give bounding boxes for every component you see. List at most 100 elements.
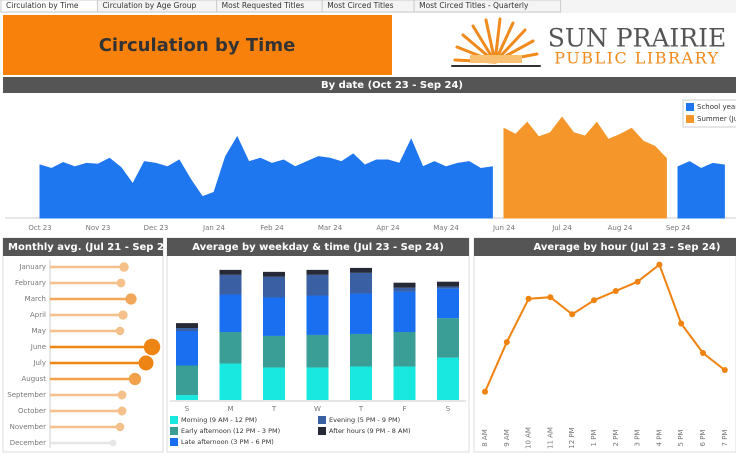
point: [656, 261, 663, 268]
line: [484, 262, 726, 393]
dot: [115, 422, 125, 432]
dot: [116, 278, 126, 288]
point: [569, 311, 576, 318]
bar-segment: [350, 293, 372, 334]
x-tick-label: 3 PM: [634, 430, 642, 447]
bar-segment: [393, 366, 416, 400]
x-tick-label: 4 PM: [655, 430, 663, 447]
x-tick-label: 9 AM: [503, 429, 511, 447]
bar-segment: [306, 334, 329, 368]
x-tick-label: Jan 24: [202, 224, 225, 232]
tab-label: Most Circed Titles: [327, 1, 393, 10]
bar-segment: [263, 276, 285, 298]
x-tick-label: F: [402, 405, 406, 413]
tab[interactable]: [413, 0, 562, 13]
tab-label: Most Circed Titles - Quarterly: [419, 1, 529, 10]
x-tick-label: W: [314, 405, 321, 413]
legend-swatch: [170, 438, 178, 446]
logo-name: SUN PRAIRIE: [548, 24, 727, 53]
legend-label: Evening (5 PM - 9 PM): [329, 416, 400, 424]
legend-swatch: [686, 115, 694, 123]
panel-header: [3, 238, 163, 256]
bar-segment: [306, 295, 329, 335]
bar-segment: [306, 274, 329, 296]
dot: [125, 293, 137, 305]
x-tick-label: May 24: [433, 224, 459, 232]
x-tick-label: T: [358, 405, 364, 413]
y-tick-label: January: [18, 263, 46, 271]
tab-label: Circulation by Age Group: [102, 1, 196, 10]
point: [634, 278, 641, 285]
y-tick-label: June: [30, 343, 46, 351]
panel-title: Monthly avg. (Jul 21 - Sep 24): [8, 242, 175, 253]
y-tick-label: December: [10, 439, 46, 447]
x-tick-label: Dec 23: [144, 224, 169, 232]
dot: [117, 406, 127, 416]
legend-label: Morning (9 AM - 12 PM): [181, 416, 257, 424]
dot: [128, 372, 142, 386]
x-tick-label: 5 PM: [677, 430, 685, 447]
x-tick-label: Oct 23: [28, 224, 51, 232]
x-tick-label: Aug 24: [608, 224, 633, 232]
bar-segment: [393, 291, 416, 332]
legend-label: After hours (9 PM - 8 AM): [329, 427, 411, 435]
legend-label: Summer (Ju: [697, 115, 736, 123]
y-tick-label: September: [7, 391, 46, 399]
bar-segment: [306, 367, 329, 400]
bar-segment: [437, 286, 459, 289]
x-tick-label: 11 AM: [546, 427, 554, 449]
header-title: Circulation by Time: [99, 35, 296, 56]
y-tick-label: August: [22, 375, 47, 383]
y-tick-label: November: [10, 423, 47, 431]
bar-segment: [393, 282, 416, 288]
x-tick-label: 2 PM: [612, 430, 620, 447]
bar-segment: [350, 366, 372, 400]
bar-segment: [176, 328, 198, 331]
x-tick-label: 12 PM: [568, 427, 576, 448]
bar-segment: [437, 288, 459, 319]
tab-label: Circulation by Time: [6, 1, 79, 10]
legend-swatch: [686, 103, 694, 111]
bar-segment: [350, 272, 372, 294]
bar-segment: [263, 271, 285, 277]
tab-label: Most Requested Titles: [222, 1, 305, 10]
section-title: By date (Oct 23 - Sep 24): [321, 80, 463, 91]
point: [678, 320, 685, 327]
x-tick-label: 6 PM: [699, 430, 707, 447]
bar-segment: [437, 318, 459, 358]
x-tick-label: Jun 24: [492, 224, 516, 232]
panel: [2, 237, 164, 453]
x-tick-label: 7 PM: [721, 430, 729, 447]
y-tick-label: October: [18, 407, 46, 415]
legend-label: School year: [697, 103, 736, 111]
dot: [115, 326, 125, 336]
bar-segment: [219, 294, 242, 332]
bar-segment: [350, 333, 372, 367]
bar-segment: [437, 281, 459, 287]
bar-segment: [393, 331, 416, 367]
dot: [119, 262, 129, 272]
bar-segment: [437, 357, 459, 400]
x-tick-label: 8 AM: [481, 429, 489, 447]
panel-title: Average by weekday & time (Jul 23 - Sep …: [192, 242, 444, 253]
area: [503, 116, 667, 219]
header-banner: [3, 15, 392, 75]
legend-swatch: [318, 427, 326, 435]
legend-swatch: [318, 416, 326, 424]
x-tick-label: Jul 24: [551, 224, 572, 232]
x-tick-label: M: [227, 405, 233, 413]
bar-segment: [263, 297, 285, 336]
bar-segment: [306, 269, 329, 275]
bar-segment: [219, 331, 242, 364]
section-header: [3, 77, 736, 93]
legend-swatch: [170, 416, 178, 424]
point: [482, 388, 488, 395]
bar-segment: [350, 267, 372, 273]
panel: [473, 237, 736, 453]
x-tick-label: S: [185, 405, 190, 413]
y-tick-label: May: [32, 327, 46, 335]
bar-segment: [176, 395, 198, 400]
bar-segment: [263, 335, 285, 368]
x-tick-label: Nov 23: [86, 224, 111, 232]
point: [700, 350, 706, 356]
